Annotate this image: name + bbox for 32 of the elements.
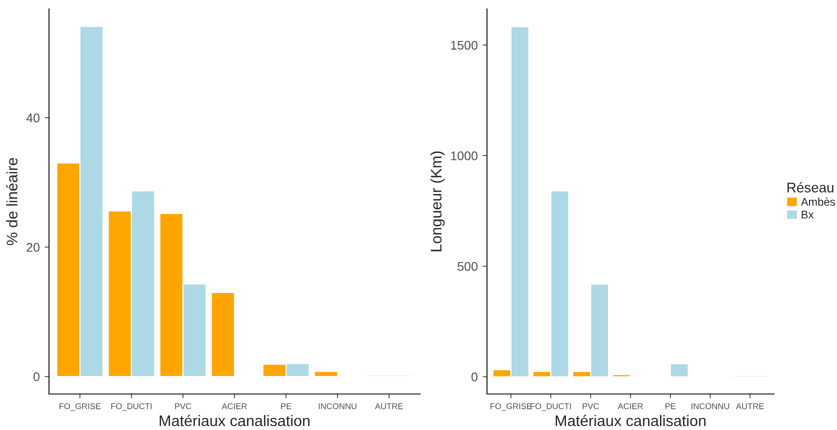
y-tick-label: 1500 [451,40,478,50]
x-tick-label: AUTRE [736,403,764,410]
x-tick-label: FO_DUCTI [530,403,571,411]
y-tick-label: 0 [34,372,40,382]
y-tick-label: 1000 [451,151,478,160]
x-tick-label: INCONNU [692,403,730,410]
x-axis-title: Matériaux canalisation [160,414,310,426]
bar [612,374,632,378]
x-axis-title: Matériaux canalisation [556,414,706,426]
x-tick-label: PE [281,403,292,410]
y-tick-label: 500 [458,262,478,271]
y-axis-title: Longueur (Km) [430,151,445,252]
x-tick-label: PVC [582,403,599,410]
x-tick-label: ACIER [618,403,643,410]
x-tick-label: FO_GRISE [490,403,532,411]
x-tick-label: FO_DUCTI [111,403,152,411]
x-tick-label: FO_GRISE [60,403,101,411]
bar [670,363,689,378]
y-tick-label: 0 [472,372,478,382]
bar [314,370,338,378]
bar [210,292,236,378]
y-tick-label: 40 [26,114,40,122]
legend-label: Ambès [800,197,836,206]
x-tick-label: PE [665,403,676,410]
x-tick-label: AUTRE [374,403,403,410]
legend-label: Bx [802,210,814,218]
legend-title: Réseau [788,182,834,192]
x-tick-label: ACIER [222,403,247,410]
y-axis-title: % de linéaire [6,158,18,246]
x-tick-label: PVC [175,403,192,410]
y-tick-label: 20 [26,242,40,252]
x-tick-label: INCONNU [318,403,356,410]
